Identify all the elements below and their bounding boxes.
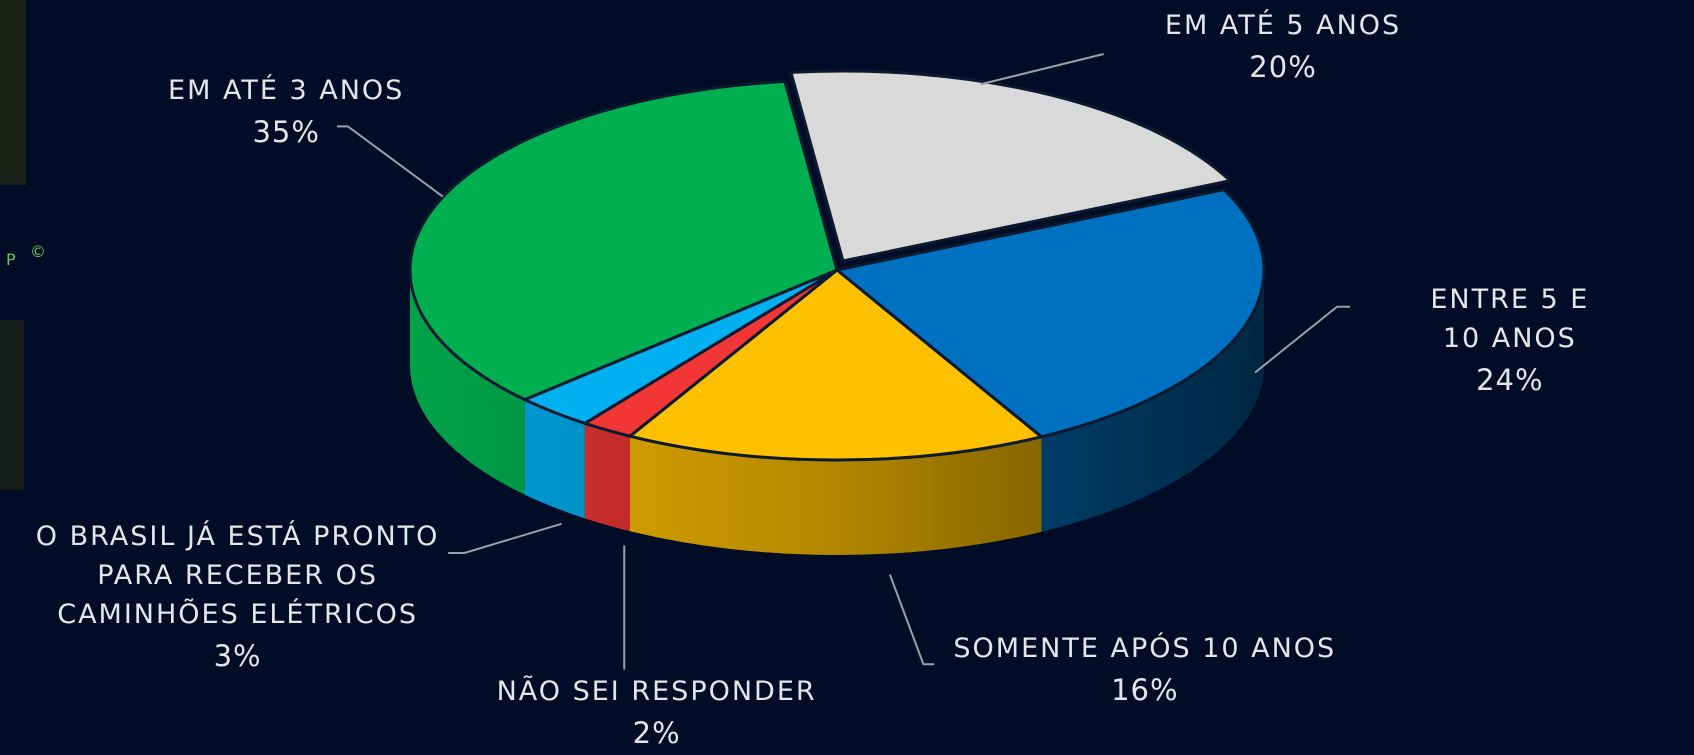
- category-label: EM ATÉ 3 ANOS: [168, 71, 404, 110]
- leader-line: [1255, 307, 1350, 373]
- page: P © (() => { const data = JSON.parse(doc…: [0, 0, 1694, 748]
- category-label: SOMENTE APÓS 10 ANOS: [953, 629, 1336, 668]
- edge-text: P: [6, 250, 16, 269]
- category-label: O BRASIL JÁ ESTÁ PRONTO PARA RECEBER OS …: [36, 517, 440, 634]
- leader-line: [981, 54, 1104, 84]
- tops: [410, 71, 1264, 460]
- edge-text: ©: [30, 242, 46, 261]
- value-label: 16%: [953, 668, 1336, 712]
- leader-line: [448, 524, 561, 553]
- value-label: 35%: [168, 110, 404, 154]
- category-label: NÃO SEI RESPONDER: [497, 672, 817, 711]
- leader-line: [890, 575, 934, 665]
- value-label: 3%: [36, 634, 440, 678]
- category-label: ENTRE 5 E 10 ANOS: [1418, 280, 1602, 358]
- value-label: 24%: [1418, 358, 1602, 402]
- value-label: 2%: [497, 711, 817, 755]
- category-label: EM ATÉ 5 ANOS: [1165, 6, 1401, 45]
- side-shade: [585, 423, 630, 531]
- data-label: O BRASIL JÁ ESTÁ PRONTO PARA RECEBER OS …: [36, 517, 440, 678]
- edge-decoration: [0, 320, 24, 490]
- edge-decoration: [0, 0, 26, 185]
- value-label: 20%: [1165, 45, 1401, 89]
